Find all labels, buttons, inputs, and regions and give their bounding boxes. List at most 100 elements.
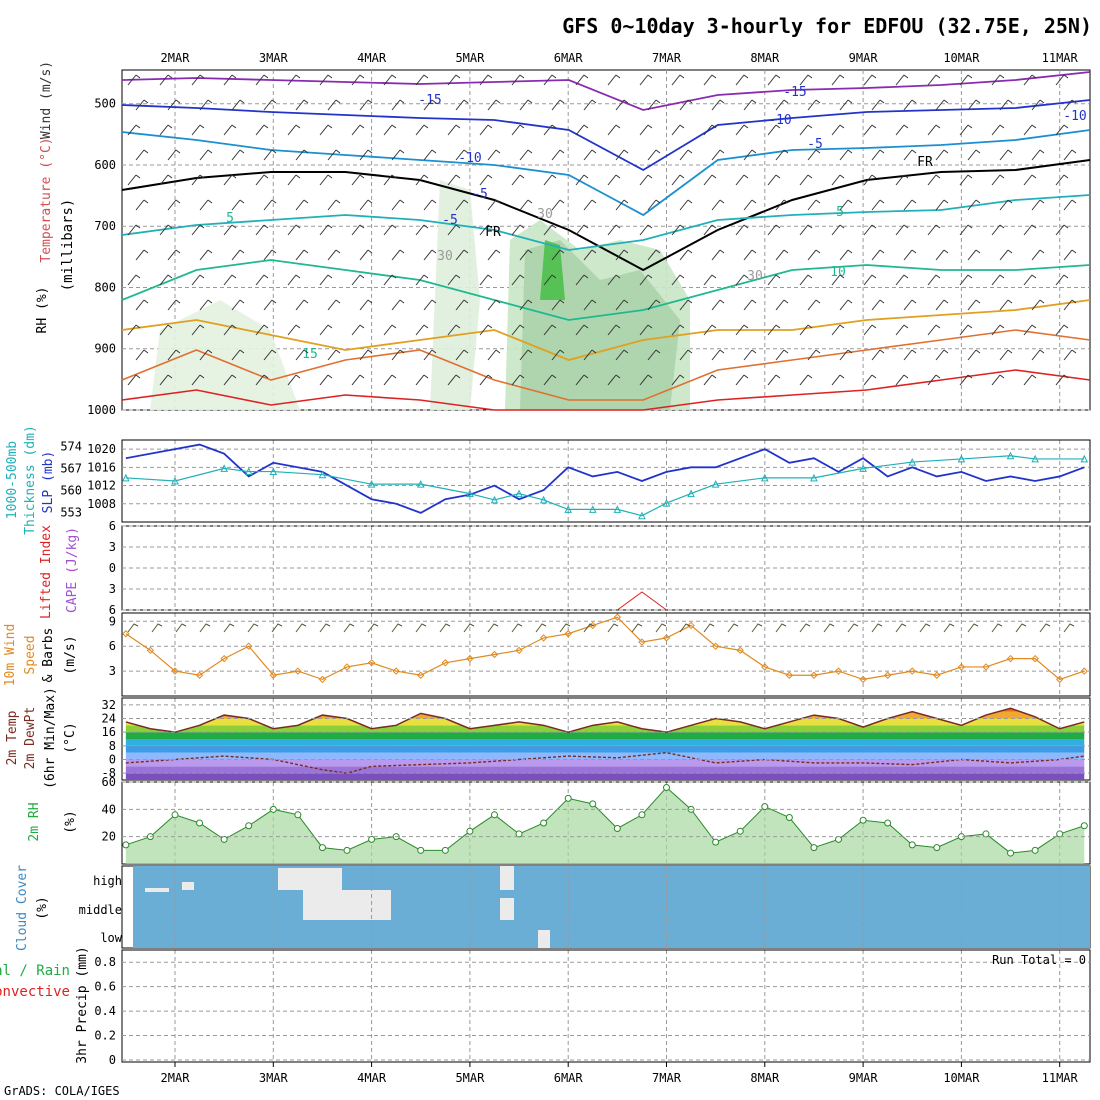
wind-barb xyxy=(543,224,557,236)
wind-tick: 9 xyxy=(109,614,116,628)
wind-barb xyxy=(519,349,533,361)
wind-barb xyxy=(767,374,781,386)
wind-barb xyxy=(295,149,309,161)
rh-shading xyxy=(540,240,565,300)
wind-barb xyxy=(959,374,973,386)
wind-barb xyxy=(287,224,301,236)
wind-barb xyxy=(735,224,749,236)
wind-barb xyxy=(295,99,309,111)
wind-barb xyxy=(967,149,981,161)
wind-barb xyxy=(351,324,365,336)
ylabel-dewpt: 2m DewPt xyxy=(23,707,38,770)
wind-barb xyxy=(735,74,749,86)
wind-barb xyxy=(831,74,845,86)
cloud-panel: high middle low xyxy=(79,866,1090,948)
wind-barb xyxy=(871,199,885,211)
temp-band xyxy=(125,718,1085,726)
wind-barb xyxy=(327,299,341,311)
wind-barb xyxy=(743,149,757,161)
wind-speed-marker xyxy=(294,667,302,675)
surface-wind-barb xyxy=(199,623,211,633)
wind-barb xyxy=(583,249,597,261)
wind-barb xyxy=(639,374,653,386)
contour-label: -10 xyxy=(768,113,791,128)
wind-barb xyxy=(135,149,149,161)
wind-speed-marker xyxy=(171,667,179,675)
surface-wind-barb xyxy=(247,623,259,633)
wind-barb xyxy=(519,149,533,161)
wind-speed-marker xyxy=(417,671,425,679)
wind-barb xyxy=(423,149,437,161)
wind-barb xyxy=(415,74,429,86)
wind-barb xyxy=(199,299,213,311)
wind-barb xyxy=(359,249,373,261)
contour-m10 xyxy=(121,99,1091,172)
wind-barb xyxy=(807,149,821,161)
wind-barb xyxy=(383,224,397,236)
surface-wind-barb xyxy=(631,623,643,633)
wind-barb xyxy=(799,174,813,186)
dewpoint-line xyxy=(125,751,1085,774)
thickness-marker xyxy=(662,498,671,507)
ylabel-slp: SLP (mb) xyxy=(41,451,56,514)
rh-marker xyxy=(368,835,376,843)
wind-barb xyxy=(839,299,853,311)
wind-barb xyxy=(863,274,877,286)
wind-barb xyxy=(223,174,237,186)
ylabel-barbs: & Barbs xyxy=(41,628,56,683)
wind-barb xyxy=(511,224,525,236)
wind-tick: 3 xyxy=(109,664,116,678)
rh-marker xyxy=(884,819,892,827)
wind-barb xyxy=(191,374,205,386)
temp-tick: 24 xyxy=(102,712,116,726)
panel-frame-precip xyxy=(121,949,1091,1063)
rh2m-panel: 60 40 20 xyxy=(102,775,1090,864)
rh-marker xyxy=(220,835,228,843)
rh-line xyxy=(125,786,1085,854)
contour-10 xyxy=(121,259,1091,321)
pressure-tick: 700 xyxy=(94,219,116,233)
contour-label: 5 xyxy=(226,211,234,226)
thickness-marker xyxy=(466,489,474,498)
wind-barb xyxy=(647,299,661,311)
wind-barb xyxy=(767,274,781,286)
wind-barb xyxy=(447,174,461,186)
wind-barb xyxy=(615,149,629,161)
rh-marker xyxy=(712,838,720,846)
wind-barb xyxy=(767,74,781,86)
wind-barb xyxy=(351,74,365,86)
wind-barb xyxy=(551,149,565,161)
ylabel-temperature: Temperature (°C) xyxy=(39,137,54,262)
wind-barb xyxy=(487,149,501,161)
thickness-marker xyxy=(613,505,622,513)
wind-barb xyxy=(167,249,181,261)
wind-barb xyxy=(1055,174,1069,186)
wind-barb xyxy=(511,74,525,86)
wind-barb xyxy=(415,174,429,186)
wind-barb xyxy=(895,174,909,186)
wind-barb xyxy=(711,149,725,161)
wind-barb xyxy=(895,374,909,386)
thickness-marker xyxy=(318,470,327,479)
thickness-tick: 560 xyxy=(60,483,82,497)
ylabel-millibars: (millibars) xyxy=(60,199,76,292)
surface-wind-barb xyxy=(679,623,691,633)
precip-tick: 0.2 xyxy=(94,1029,116,1043)
wind-barb xyxy=(231,299,245,311)
rh-marker xyxy=(318,844,326,852)
wind-speed-marker xyxy=(269,671,278,679)
wind-barb xyxy=(575,274,589,286)
wind-barb xyxy=(959,324,973,336)
cape-line xyxy=(617,591,667,611)
wind-barb xyxy=(767,124,781,136)
wind-barb xyxy=(551,349,565,361)
wind-barb xyxy=(479,74,493,86)
wind-barb xyxy=(903,149,917,161)
wind-barb xyxy=(359,199,373,211)
temp-band xyxy=(125,773,1085,780)
wind-barb xyxy=(159,124,173,136)
surface-wind-barb xyxy=(1015,623,1027,633)
wind-barb xyxy=(927,124,941,136)
wind-barb xyxy=(743,249,757,261)
